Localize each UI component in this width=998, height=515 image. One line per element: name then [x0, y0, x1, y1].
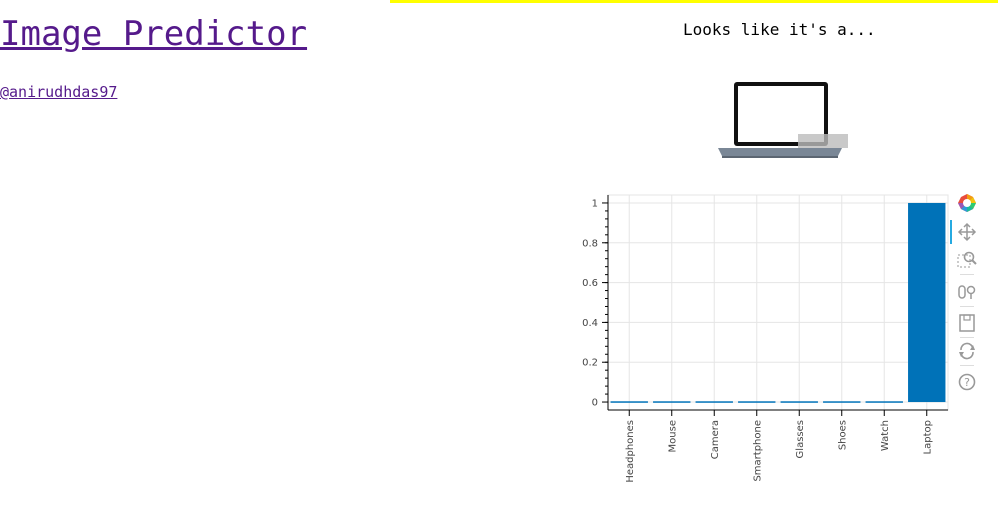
- x-tick-label: Shoes: [837, 420, 848, 450]
- chart-x-ticks: Headphones Mouse Camera Smartphone Glasses Sh…: [625, 410, 933, 483]
- toolbar-divider: [960, 337, 974, 338]
- x-tick-label: Headphones: [625, 420, 636, 483]
- prediction-chart: 0 0.2 0.4 0.6 0.8 1 Headphones Mouse Camera Smar…: [582, 194, 949, 483]
- wheel-zoom-icon[interactable]: [956, 281, 978, 303]
- chart-y-ticks: 0 0.2 0.4 0.6 0.8 1: [582, 198, 608, 409]
- bar-watch: [865, 401, 903, 403]
- author-link[interactable]: @anirudhdas97: [0, 83, 118, 101]
- x-tick-label: Laptop: [922, 420, 933, 454]
- reset-icon[interactable]: [956, 340, 978, 362]
- prediction-heading: Looks like it's a...: [683, 20, 876, 39]
- y-tick-label: 1: [592, 198, 598, 209]
- toolbar-divider: [960, 365, 974, 366]
- toolbar-divider: [960, 274, 974, 275]
- y-tick-label: 0: [592, 398, 598, 409]
- bar-mouse: [653, 401, 691, 403]
- pan-icon[interactable]: [956, 221, 978, 243]
- page-title-link[interactable]: Image Predictor: [0, 14, 308, 54]
- box-zoom-icon[interactable]: [956, 249, 978, 271]
- y-tick-label: 0.6: [582, 278, 598, 289]
- toolbar-divider: [960, 306, 974, 307]
- x-tick-label: Camera: [710, 420, 721, 459]
- svg-text:?: ?: [964, 376, 970, 389]
- save-icon[interactable]: [956, 312, 978, 334]
- x-tick-label: Watch: [880, 420, 891, 451]
- bokeh-logo-icon[interactable]: [956, 192, 978, 214]
- y-tick-label: 0.8: [582, 238, 598, 249]
- chart-grid: [607, 194, 949, 411]
- bar-camera: [695, 401, 733, 403]
- y-tick-label: 0.4: [582, 318, 598, 329]
- chart-toolbar: ?: [950, 192, 980, 402]
- chart-axes: [607, 195, 948, 411]
- plot-area: [607, 194, 949, 411]
- chart-bars: [610, 202, 946, 403]
- y-tick-label: 0.2: [582, 358, 598, 369]
- bar-smartphone: [738, 401, 776, 403]
- x-tick-label: Smartphone: [752, 420, 763, 482]
- active-tool-indicator: [950, 220, 952, 244]
- bar-headphones: [610, 401, 648, 403]
- x-tick-label: Glasses: [795, 420, 806, 458]
- help-icon[interactable]: ?: [956, 371, 978, 393]
- x-tick-label: Mouse: [667, 420, 678, 452]
- bar-shoes: [823, 401, 861, 403]
- top-accent-bar: [390, 0, 998, 3]
- laptop-photo: [712, 60, 848, 164]
- bar-laptop: [908, 202, 946, 403]
- bar-glasses: [780, 401, 818, 403]
